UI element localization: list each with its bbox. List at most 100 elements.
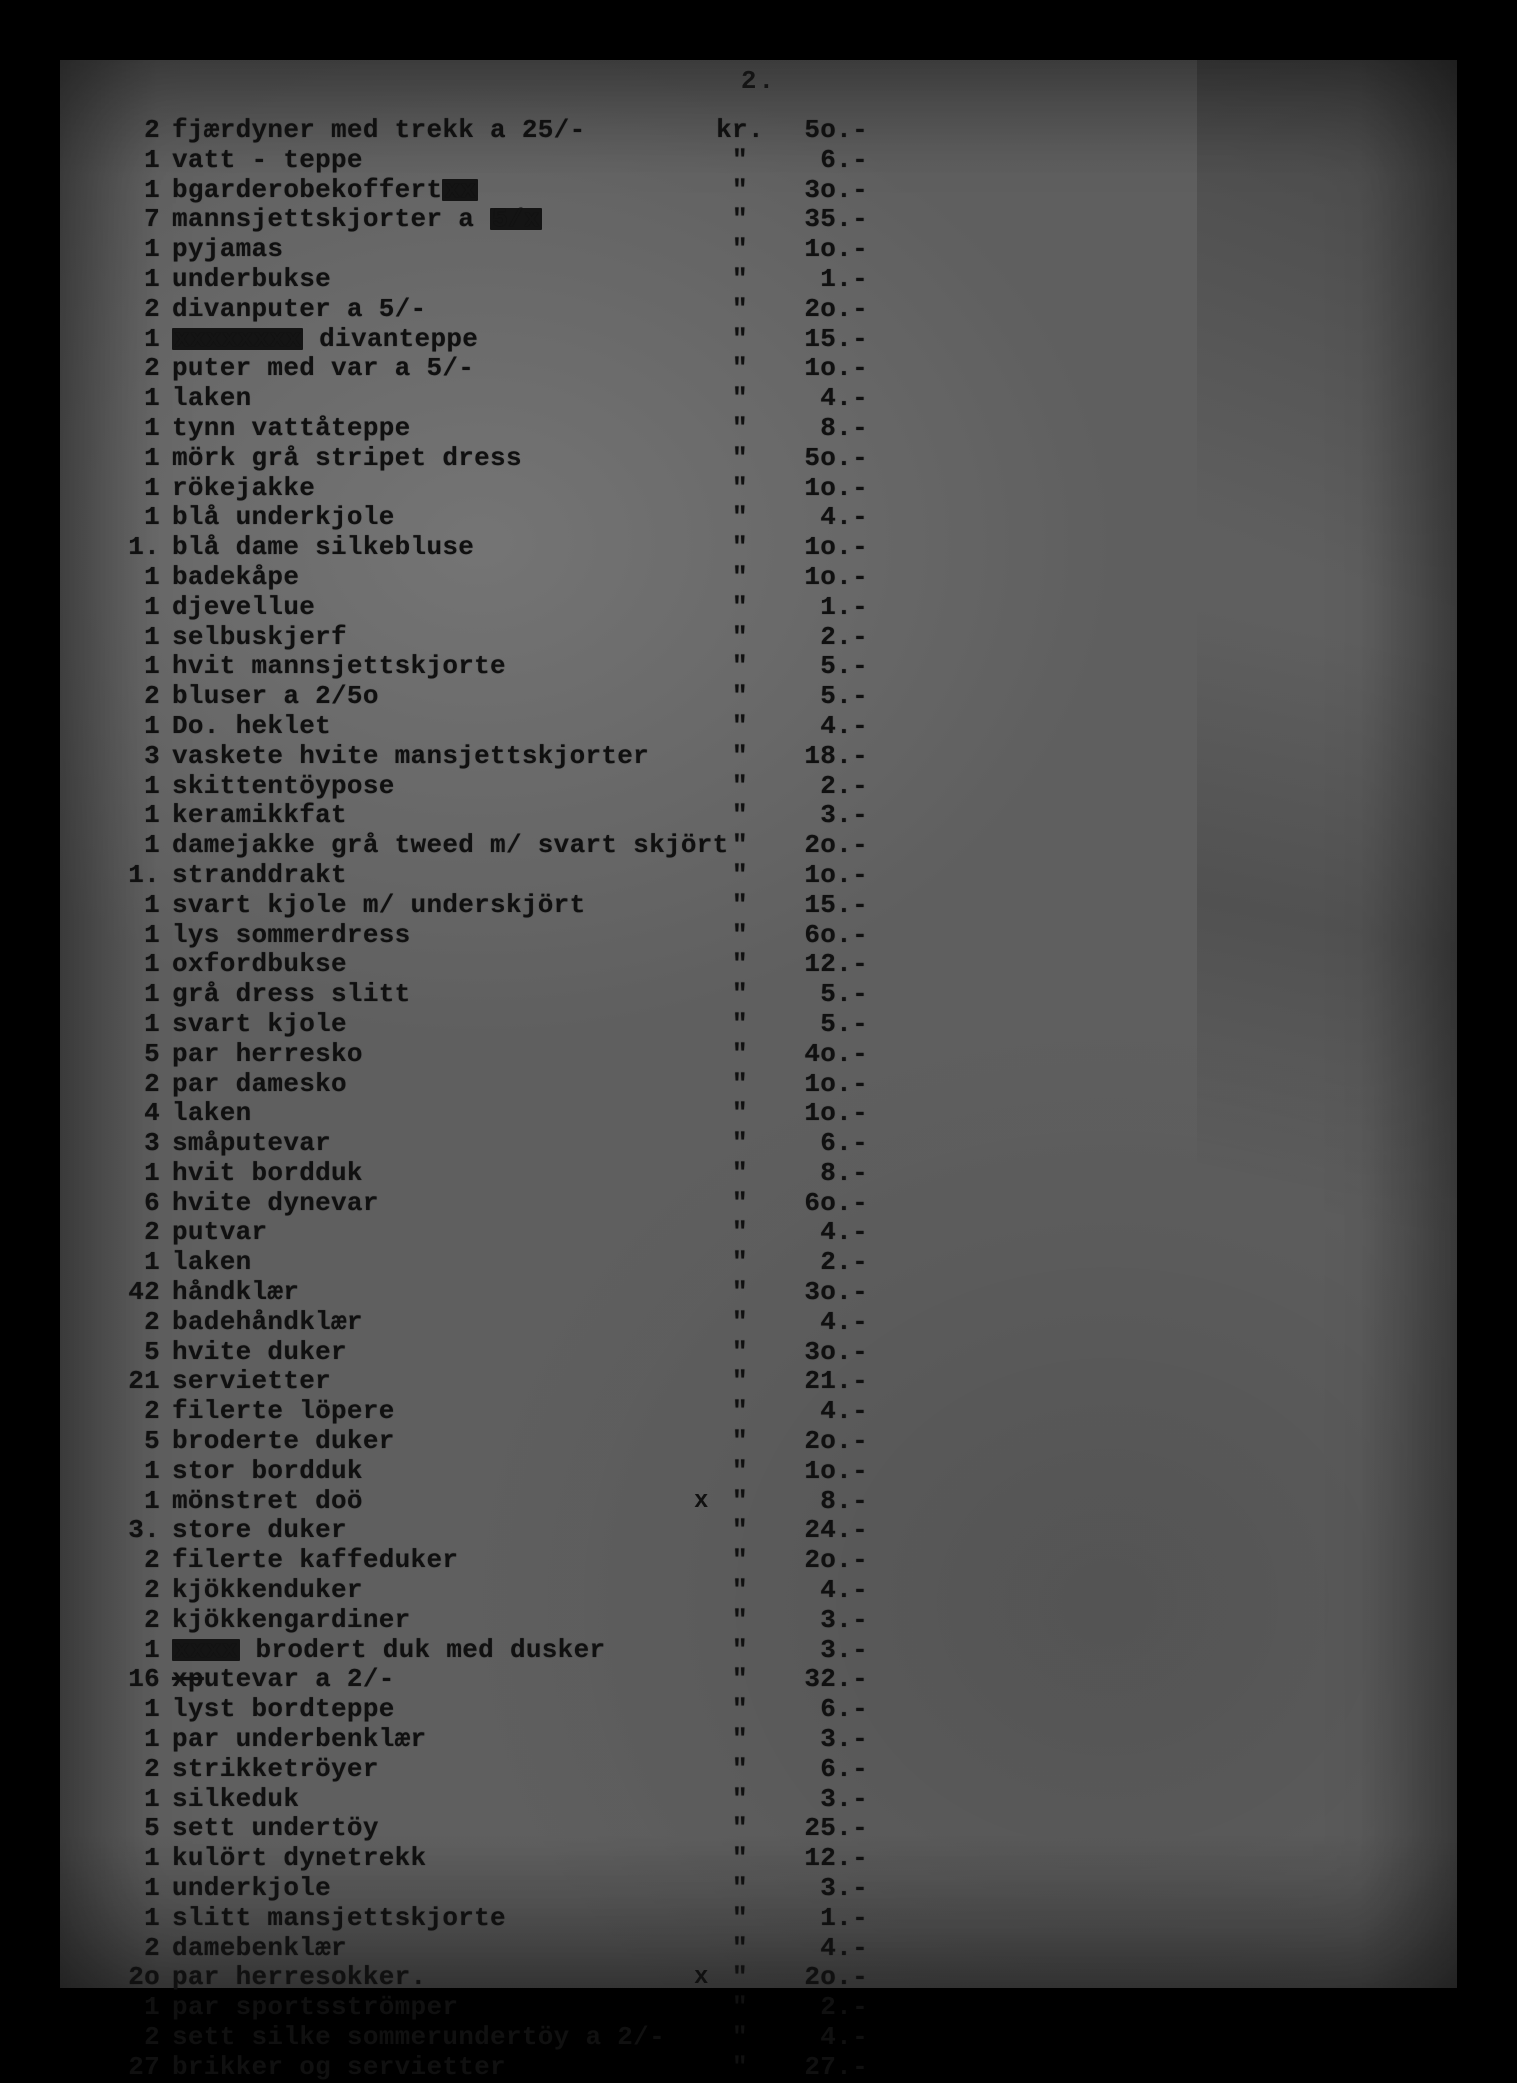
item-qty: 2: [108, 1576, 160, 1606]
item-unit: kr.: [710, 116, 770, 146]
item-qty: 2: [108, 116, 160, 146]
item-description: underbukse: [172, 265, 331, 295]
item-amount: 4.-: [778, 503, 868, 533]
item-unit: ": [710, 563, 770, 593]
inventory-row: 1selbuskjerf"2.-: [108, 623, 868, 653]
x-mark: x: [694, 1487, 708, 1517]
item-unit: ": [710, 1606, 770, 1636]
item-description: par damesko: [172, 1070, 347, 1100]
item-qty: 2: [108, 354, 160, 384]
inventory-row: 1keramikkfat"3.-: [108, 801, 868, 831]
item-description-text: stranddrakt: [172, 860, 347, 890]
redaction-block: xx: [442, 179, 478, 201]
item-description-text: badehåndklær: [172, 1307, 363, 1337]
item-description: par underbenklær: [172, 1725, 426, 1755]
item-qty: 21: [108, 1367, 160, 1397]
item-description: Do. heklet: [172, 712, 331, 742]
item-description: badehåndklær: [172, 1308, 363, 1338]
item-qty: 1: [108, 1785, 160, 1815]
item-description-text: hvit mannsjettskjorte: [172, 651, 506, 681]
inventory-row: 6hvite dynevar"6o.-: [108, 1189, 868, 1219]
item-amount: 1o.-: [778, 861, 868, 891]
item-description: stranddrakt: [172, 861, 347, 891]
item-unit: ": [710, 1129, 770, 1159]
inventory-row: 1badekåpe"1o.-: [108, 563, 868, 593]
item-qty: 1: [108, 1904, 160, 1934]
item-unit: ": [710, 1159, 770, 1189]
inventory-row: 1laken"4.-: [108, 384, 868, 414]
inventory-row: 1svart kjole m/ underskjört"15.-: [108, 891, 868, 921]
item-description-text: laken: [172, 383, 252, 413]
item-description-text: par herresokker.: [172, 1962, 426, 1992]
item-description: damejakke grå tweed m/ svart skjört: [172, 831, 692, 861]
item-description-text: vatt - teppe: [172, 145, 363, 175]
item-description-text: underkjole: [172, 1873, 331, 1903]
item-description-text: grå dress slitt: [172, 979, 411, 1009]
inventory-row: 2filerte löpere"4.-: [108, 1397, 868, 1427]
item-qty: 1: [108, 831, 160, 861]
inventory-row: 1grå dress slitt"5.-: [108, 980, 868, 1010]
item-description: slitt mansjettskjorte: [172, 1904, 506, 1934]
item-description: pyjamas: [172, 235, 283, 265]
inventory-row: 2divanputer a 5/-"2o.-: [108, 295, 868, 325]
item-qty: 1: [108, 772, 160, 802]
item-amount: 5.-: [778, 980, 868, 1010]
item-amount: 8.-: [778, 1159, 868, 1189]
item-description: par herresko: [172, 1040, 363, 1070]
item-description-text: svart kjole m/ underskjört: [172, 890, 585, 920]
item-qty: 1: [108, 921, 160, 951]
item-description-text: håndklær: [172, 1277, 299, 1307]
item-amount: 4.-: [778, 1397, 868, 1427]
item-description: vatt - teppe: [172, 146, 363, 176]
item-qty: 2: [108, 1218, 160, 1248]
item-amount: 5.-: [778, 682, 868, 712]
item-description: par sportsströmper: [172, 1993, 458, 2023]
item-amount: 5.-: [778, 1010, 868, 1040]
item-unit: ": [710, 1695, 770, 1725]
item-description-text: mannsjettskjorter a: [172, 204, 490, 234]
inventory-row: 5hvite duker"3o.-: [108, 1338, 868, 1368]
inventory-row: 1lys sommerdress"6o.-: [108, 921, 868, 951]
item-qty: 3: [108, 1129, 160, 1159]
item-description: keramikkfat: [172, 801, 347, 831]
item-amount: 35.-: [778, 205, 868, 235]
item-amount: 3.-: [778, 1785, 868, 1815]
item-amount: 5.-: [778, 652, 868, 682]
item-amount: 4.-: [778, 1576, 868, 1606]
item-description-text: divanputer a 5/-: [172, 294, 426, 324]
item-unit: ": [710, 2023, 770, 2053]
item-description-text: djevellue: [172, 592, 315, 622]
item-qty: 1: [108, 950, 160, 980]
inventory-row: 2badehåndklær"4.-: [108, 1308, 868, 1338]
item-amount: 2o.-: [778, 1546, 868, 1576]
item-description-text: kjökkengardiner: [172, 1605, 411, 1635]
item-description-text: par sportsströmper: [172, 1992, 458, 2022]
inventory-row: 2strikketröyer"6.-: [108, 1755, 868, 1785]
inventory-row: 1stor bordduk"1o.-: [108, 1457, 868, 1487]
item-qty: 1: [108, 474, 160, 504]
inventory-row: 5par herresko"4o.-: [108, 1040, 868, 1070]
item-amount: 2o.-: [778, 1963, 868, 1993]
item-description: filerte kaffeduker: [172, 1546, 458, 1576]
inventory-row: 1hvit bordduk"8.-: [108, 1159, 868, 1189]
item-description-text: slitt mansjettskjorte: [172, 1903, 506, 1933]
inventory-row: 1skittentöypose"2.-: [108, 772, 868, 802]
item-amount: 1o.-: [778, 235, 868, 265]
item-amount: 5o.-: [778, 444, 868, 474]
item-amount: 2.-: [778, 1248, 868, 1278]
item-description: laken: [172, 1248, 252, 1278]
item-qty: 1: [108, 1487, 160, 1517]
item-amount: 8.-: [778, 1487, 868, 1517]
item-description-text: strikketröyer: [172, 1754, 379, 1784]
item-amount: 1o.-: [778, 533, 868, 563]
item-qty: 3: [108, 742, 160, 772]
item-qty: 1: [108, 1248, 160, 1278]
item-unit: ": [710, 1814, 770, 1844]
item-amount: 4.-: [778, 1934, 868, 1964]
item-description: håndklær: [172, 1278, 299, 1308]
item-amount: 1.-: [778, 593, 868, 623]
item-amount: 15.-: [778, 325, 868, 355]
item-unit: ": [710, 503, 770, 533]
item-unit: ": [710, 414, 770, 444]
item-amount: 5o.-: [778, 116, 868, 146]
